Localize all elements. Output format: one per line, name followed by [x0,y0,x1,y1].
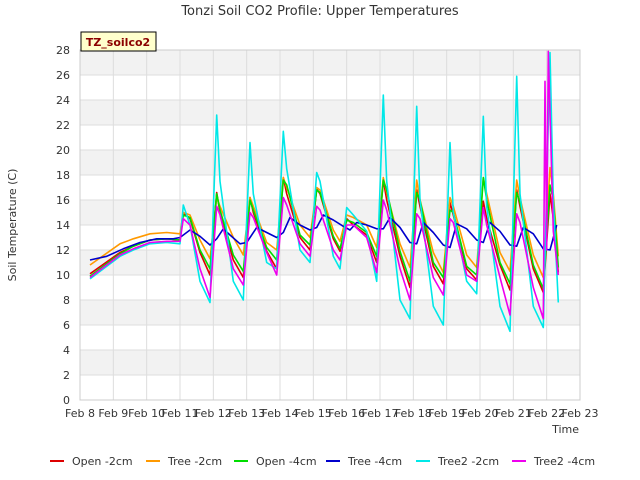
legend-item: Tree2 -2cm [416,452,499,470]
y-tick-label: 10 [56,269,70,282]
x-tick-label: Feb 9 [98,407,128,420]
y-tick-label: 4 [63,344,70,357]
x-tick-label: Feb 10 [128,407,165,420]
x-tick-label: Feb 17 [362,407,399,420]
legend-label: Tree2 -2cm [438,454,500,468]
background-band [80,350,580,375]
legend-label: Open -4cm [256,454,317,468]
x-tick-label: Feb 19 [428,407,465,420]
plot-border [79,49,581,401]
legend-item: Tree -4cm [326,452,402,470]
series-line-tree-2cm [89,166,560,279]
y-axis-label: Soil Temperature (C) [6,169,19,282]
x-tick-label: Feb 22 [528,407,565,420]
background-band [80,325,580,350]
y-tick-label: 26 [56,69,70,82]
annotation-label: TZ_soilco2 [86,36,150,49]
legend-swatch [234,460,248,462]
background-band [80,375,580,400]
y-tick-label: 22 [56,119,70,132]
y-tick-label: 16 [56,194,70,207]
x-tick-label: Feb 18 [395,407,432,420]
legend-label: Tree -2cm [168,454,223,468]
x-tick-label: Feb 16 [328,407,365,420]
y-tick-label: 14 [56,219,70,232]
background-band [80,300,580,325]
background-band [80,100,580,125]
x-tick-label: Feb 13 [228,407,265,420]
background-band [80,125,580,150]
legend-item: Open -2cm [50,452,133,470]
series-line-tree2-4cm [89,50,560,320]
y-tick-label: 12 [56,244,70,257]
y-tick-label: 6 [63,319,70,332]
legend-swatch [512,460,526,462]
x-tick-label: Feb 12 [195,407,232,420]
x-tick-label: Feb 11 [162,407,199,420]
series-line-open-4cm [89,176,560,290]
background-band [80,75,580,100]
x-axis-label: Time [551,423,579,436]
legend-label: Tree2 -4cm [534,454,596,468]
y-tick-label: 28 [56,44,70,57]
legend: Open -2cm Tree -2cm Open -4cm Tree -4cm Tree… [0,452,640,470]
legend-swatch [326,460,340,462]
legend-label: Tree -4cm [348,454,403,468]
legend-item: Tree2 -4cm [512,452,595,470]
chart-title: Tonzi Soil CO2 Profile: Upper Temperatur… [180,4,459,19]
background-band [80,150,580,175]
y-tick-label: 20 [56,144,70,157]
y-tick-label: 18 [56,169,70,182]
y-tick-label: 24 [56,94,70,107]
legend-swatch [50,460,64,462]
legend-swatch [146,460,160,462]
x-tick-label: Feb 20 [462,407,499,420]
y-tick-label: 8 [63,294,70,307]
x-tick-label: Feb 23 [562,407,599,420]
x-tick-label: Feb 15 [295,407,332,420]
y-tick-label: 0 [63,394,70,407]
legend-label: Open -2cm [72,454,133,468]
legend-item: Open -4cm [234,452,317,470]
legend-swatch [416,460,430,462]
x-tick-label: Feb 14 [262,407,299,420]
y-tick-label: 2 [63,369,70,382]
background-band [80,50,580,75]
x-tick-label: Feb 8 [65,407,95,420]
data-series [89,50,560,333]
x-tick-label: Feb 21 [495,407,532,420]
annotation-box: TZ_soilco2 [80,31,157,52]
background-band [80,175,580,200]
legend-item: Tree -2cm [146,452,222,470]
